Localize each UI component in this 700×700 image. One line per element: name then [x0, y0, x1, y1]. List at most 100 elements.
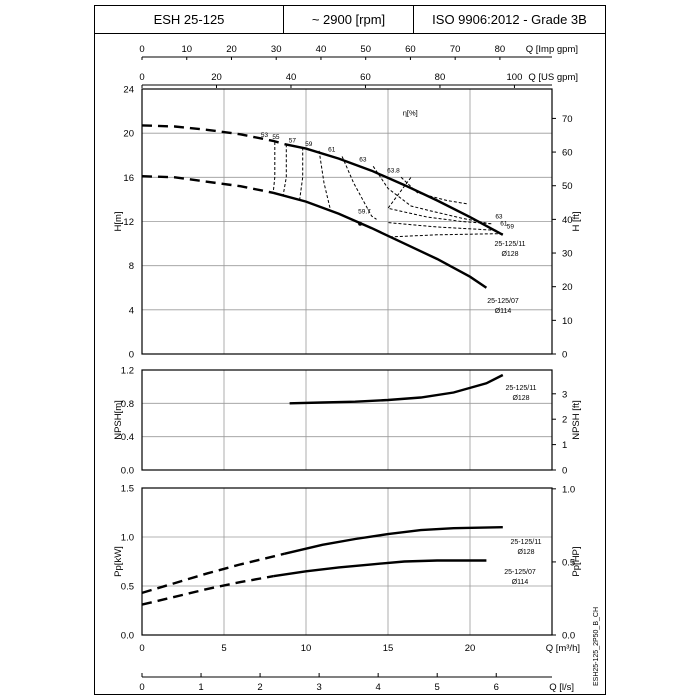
top-imp-tick-label: 60	[405, 44, 416, 55]
npsh-curve-label-11-line2: Ø128	[512, 395, 529, 402]
bottom-m3h-tick-label: 0	[139, 643, 144, 654]
plot-frame	[141, 487, 553, 636]
efficiency-label: 53	[261, 132, 269, 139]
y-axis-label: Pp[kW]	[113, 546, 124, 577]
efficiency-line	[318, 150, 332, 211]
bottom-m3h-tick-label: 5	[221, 643, 226, 654]
top-us-tick-label: 60	[360, 72, 371, 83]
efficiency-line	[282, 144, 287, 197]
y-right-tick-label: 20	[562, 282, 573, 293]
efficiency-label: 63	[495, 214, 503, 221]
top-imp-tick-label: 70	[450, 44, 461, 55]
standard-label: ISO 9906:2012 - Grade 3B	[414, 6, 605, 34]
bottom-ls-tick-label: 2	[257, 682, 262, 693]
top-us-tick-label: 0	[139, 72, 144, 83]
bep-marker	[358, 221, 363, 226]
y-right-tick-label: 30	[562, 249, 573, 260]
top-us-tick-label: 80	[435, 72, 446, 83]
model-title: ESH 25-125	[95, 6, 283, 34]
y-tick-label: 1.0	[121, 533, 134, 544]
y-right-tick-label: 1	[562, 440, 567, 451]
series-line-head	[284, 143, 504, 236]
y-tick-label: 0.5	[121, 582, 134, 593]
y-tick-label: 16	[123, 173, 134, 184]
chart-sheet: ESH 25-125 ~ 2900 [rpm] ISO 9906:2012 - …	[94, 5, 606, 695]
series-line-power	[273, 559, 487, 578]
speed-label: ~ 2900 [rpm]	[283, 6, 414, 34]
efficiency-line	[298, 147, 304, 202]
series-line-head	[272, 191, 488, 289]
y-right-tick-label: 60	[562, 148, 573, 159]
bep-label: 59.7	[358, 209, 371, 216]
plot-frame	[141, 369, 553, 471]
series-line-npsh	[289, 373, 504, 405]
efficiency-label: 59	[305, 141, 313, 148]
series-line-head	[141, 124, 286, 146]
efficiency-line	[272, 142, 276, 193]
top-imp-tick-label: 80	[495, 44, 506, 55]
top-imp-axis-label: Q [Imp gpm]	[526, 44, 578, 55]
y-right-tick-label: 0.5	[562, 557, 575, 568]
efficiency-line	[341, 156, 377, 220]
y-right-axis-label: NPSH [ft]	[571, 400, 582, 440]
efficiency-label: 57	[289, 138, 297, 145]
bottom-m3h-tick-label: 15	[383, 643, 394, 654]
efficiency-line	[387, 222, 497, 231]
top-imp-tick-label: 50	[360, 44, 371, 55]
y-tick-label: 1.2	[121, 366, 134, 377]
series-line-power	[141, 575, 274, 606]
head-curve-label-11-line1: 25-125/11	[494, 241, 525, 248]
bottom-m3h-tick-label: 20	[465, 643, 476, 654]
efficiency-line	[387, 233, 503, 238]
y-axis-label: NPSH[m]	[113, 400, 124, 440]
y-right-tick-label: 2	[562, 415, 567, 426]
y-tick-label: 12	[123, 217, 134, 228]
y-tick-label: 0.8	[121, 399, 134, 410]
bottom-ls-tick-label: 1	[198, 682, 203, 693]
y-tick-label: 20	[123, 129, 134, 140]
head-curve-label-11-line2: Ø128	[501, 251, 518, 258]
document-code: ESH25-125_2P50_B_CH	[593, 607, 600, 686]
y-tick-label: 0.0	[121, 631, 134, 642]
y-tick-label: 8	[129, 261, 134, 272]
y-tick-label: 0.0	[121, 466, 134, 477]
bottom-ls-tick-label: 6	[494, 682, 499, 693]
top-imp-tick-label: 30	[271, 44, 282, 55]
y-tick-label: 0	[129, 350, 134, 361]
head-curve-label-07-line1: 25-125/07	[487, 298, 519, 305]
series-line-power	[284, 526, 503, 555]
power-curve-label-07-line1: 25-125/07	[504, 569, 536, 576]
plot-frame	[141, 88, 553, 355]
y-right-axis-label: Pp[HP]	[571, 546, 582, 576]
y-right-tick-label: 70	[562, 114, 573, 125]
top-imp-tick-label: 40	[316, 44, 327, 55]
bottom-ls-tick-label: 5	[435, 682, 440, 693]
bottom-ls-tick-label: 4	[376, 682, 381, 693]
top-us-tick-label: 20	[211, 72, 222, 83]
efficiency-label: 63.8	[387, 167, 400, 174]
y-right-tick-label: 10	[562, 316, 573, 327]
efficiency-label: 55	[272, 134, 280, 141]
top-us-axis-label: Q [US gpm]	[528, 72, 578, 83]
y-right-tick-label: 0	[562, 350, 567, 361]
y-right-axis-label: H [ft]	[571, 211, 582, 231]
efficiency-label: 61	[500, 220, 508, 227]
top-imp-tick-label: 10	[181, 44, 192, 55]
y-right-tick-label: 0.0	[562, 631, 575, 642]
power-curve-label-11-line2: Ø128	[517, 549, 534, 556]
y-tick-label: 4	[129, 305, 134, 316]
power-curve-label-07-line2: Ø114	[512, 579, 529, 586]
bottom-ls-tick-label: 0	[139, 682, 144, 693]
bottom-m3h-axis-label: Q [m³/h]	[546, 643, 580, 654]
head-curve-label-07-line2: Ø114	[495, 308, 512, 315]
efficiency-line	[387, 177, 492, 225]
y-right-tick-label: 3	[562, 389, 567, 400]
efficiency-line	[400, 176, 467, 205]
y-axis-label: H[m]	[113, 211, 124, 231]
top-us-tick-label: 40	[286, 72, 297, 83]
y-tick-label: 1.5	[121, 484, 134, 495]
top-imp-tick-label: 0	[139, 44, 144, 55]
npsh-curve-label-11-line1: 25-125/11	[505, 385, 536, 392]
series-line-power	[141, 552, 285, 595]
top-us-tick-label: 100	[507, 72, 523, 83]
